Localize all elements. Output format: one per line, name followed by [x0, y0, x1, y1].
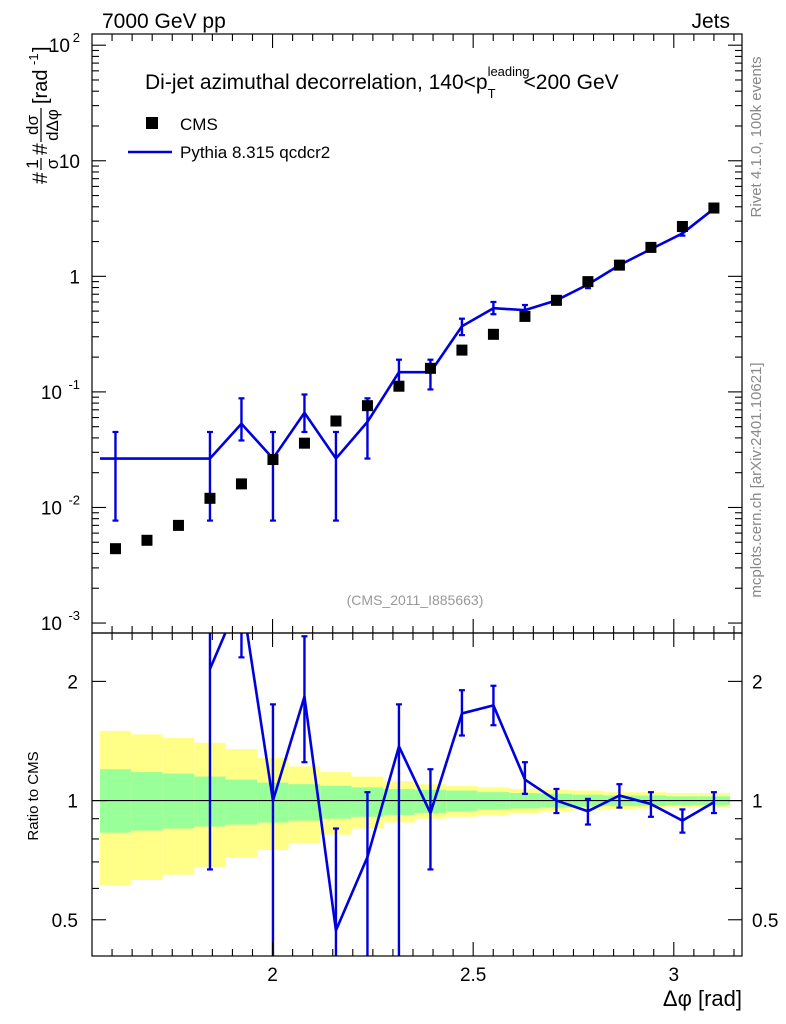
ratio-ylabel: Ratio to CMS	[25, 751, 42, 840]
main-ytick-exp: -3	[68, 608, 80, 623]
svg-text:σ: σ	[43, 158, 62, 169]
svg-text:[rad: [rad	[30, 70, 52, 104]
cms-point	[676, 220, 688, 232]
cms-point	[204, 492, 216, 504]
mcplots-info: mcplots.cern.ch [arXiv:2401.10621]	[748, 362, 765, 597]
band-inner-bin	[288, 784, 321, 821]
legend-cms-label: CMS	[180, 115, 218, 134]
svg-text:dσ: dσ	[23, 115, 42, 135]
cms-point	[109, 543, 121, 555]
svg-text:-1: -1	[26, 53, 41, 65]
main-ytick-label: 10	[59, 152, 80, 173]
svg-text:dΔφ: dΔφ	[43, 109, 62, 141]
cms-point	[330, 415, 342, 427]
main-ytick-label: 10	[41, 383, 62, 404]
ratio-ytick-label-right: 0.5	[752, 911, 778, 932]
ratio-uncertainty-band	[100, 730, 730, 886]
energy-label: 7000 GeV pp	[102, 10, 226, 33]
cms-point	[424, 362, 436, 374]
main-ytick-exp: -2	[68, 492, 80, 507]
cms-point	[235, 478, 247, 490]
svg-text:]: ]	[30, 46, 52, 52]
cms-point	[267, 454, 279, 466]
main-ytick-exp: 2	[73, 30, 80, 45]
ratio-ytick-label-left: 2	[67, 672, 78, 693]
ratio-ytick-label-right: 1	[752, 792, 763, 813]
main-ytick-label: 10	[41, 498, 62, 519]
cms-series-main	[109, 202, 720, 555]
xtick-label: 2	[267, 965, 278, 986]
main-ytick-label: 10	[41, 614, 62, 635]
main-ytick-label: 1	[69, 267, 80, 288]
cms-point	[708, 202, 720, 214]
band-inner-bin	[130, 772, 163, 831]
mc-series-main	[100, 205, 717, 522]
analysis-id: (CMS_2011_I885663)	[347, 592, 484, 608]
cms-point	[172, 519, 184, 531]
svg-text:1: 1	[23, 159, 42, 168]
cms-point	[487, 328, 499, 340]
svg-text:#: #	[29, 143, 52, 155]
cms-point	[141, 534, 153, 546]
legend-cms-marker	[146, 117, 158, 129]
main-ytick-label: 10	[49, 36, 70, 57]
cms-point	[550, 294, 562, 306]
ratio-panel-frame	[91, 632, 743, 957]
ratio-ytick-label-left: 0.5	[52, 911, 78, 932]
xlabel: Δφ [rad]	[663, 986, 742, 1011]
cms-point	[361, 400, 373, 412]
cms-point	[519, 310, 531, 322]
mc-line	[100, 207, 715, 460]
main-ylabel: # 1 σ # dσ dΔφ [rad -1 ]	[23, 46, 62, 184]
ratio-ytick-label-right: 2	[752, 672, 763, 693]
cms-point	[613, 259, 625, 271]
rivet-info: Rivet 4.1.0, 100k events	[748, 57, 765, 218]
xtick-label: 2.5	[460, 965, 486, 986]
mc-series-ratio	[206, 633, 717, 956]
chart-title: Di-jet azimuthal decorrelation, 140<pTle…	[145, 64, 619, 101]
band-inner-bin	[320, 785, 352, 819]
cms-point	[298, 437, 310, 449]
main-ytick-exp: -1	[68, 377, 80, 392]
xtick-label: 3	[669, 965, 680, 986]
band-inner-bin	[225, 779, 258, 825]
ratio-ytick-label-left: 1	[67, 792, 78, 813]
cms-point	[456, 344, 468, 356]
ratio-line	[208, 633, 715, 932]
cms-point	[645, 241, 657, 253]
svg-text:#: #	[29, 172, 52, 184]
cms-point	[582, 276, 594, 288]
cms-point	[393, 380, 405, 392]
legend-mc-label: Pythia 8.315 qcdcr2	[180, 143, 330, 162]
process-label: Jets	[691, 10, 730, 33]
